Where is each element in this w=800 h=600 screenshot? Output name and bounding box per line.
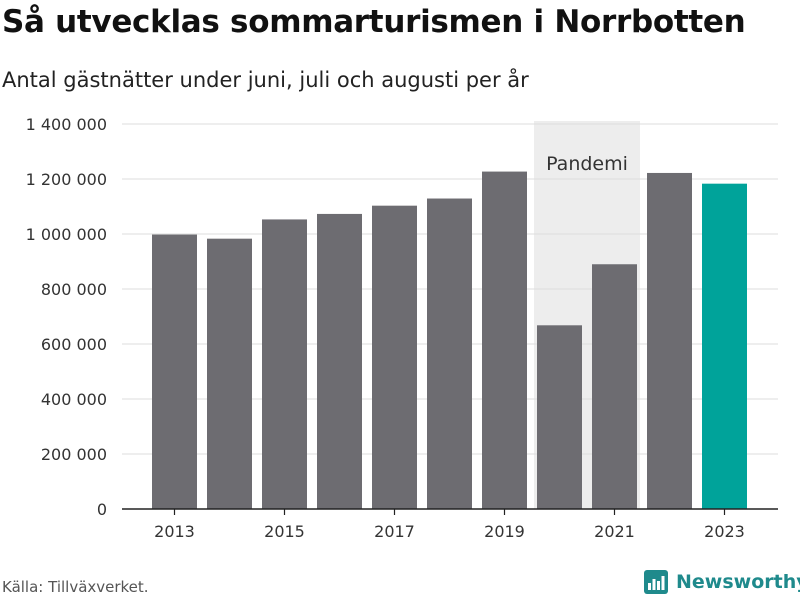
bar: [262, 219, 307, 510]
y-tick-label: 1 400 000: [26, 115, 107, 134]
brand-name: Newsworthy: [676, 571, 800, 593]
y-tick-label: 0: [97, 500, 107, 519]
shaded-region-label: Pandemi: [546, 153, 628, 175]
bar-chart: Pandemi 0 200 000 400 000 600 000 800 000 1 00…: [26, 115, 778, 541]
bar: [317, 213, 362, 510]
y-tick-label: 400 000: [41, 390, 107, 409]
chart-title: Så utvecklas sommarturismen i Norrbotten: [2, 4, 746, 40]
bar: [427, 198, 472, 509]
bar: [647, 172, 692, 509]
y-tick-label: 800 000: [41, 280, 107, 299]
y-tick-label: 1 000 000: [26, 225, 107, 244]
y-tick-label: 200 000: [41, 445, 107, 464]
bar: [482, 171, 527, 509]
x-tick-label: 2013: [154, 522, 195, 541]
bar: [592, 264, 637, 509]
bar: [207, 238, 252, 510]
x-tick-label: 2019: [484, 522, 525, 541]
bar: [152, 234, 197, 510]
source-note: Källa: Tillväxverket.: [2, 578, 149, 596]
x-tick-label: 2015: [264, 522, 305, 541]
bar: [372, 205, 417, 510]
x-tick-label: 2017: [374, 522, 415, 541]
bar-chart-logo-icon: [644, 570, 668, 594]
y-tick-label: 1 200 000: [26, 170, 107, 189]
bar: [702, 183, 747, 510]
chart-subtitle: Antal gästnätter under juni, juli och au…: [2, 68, 529, 92]
y-tick-label: 600 000: [41, 335, 107, 354]
bar: [537, 325, 582, 509]
x-tick-label: 2021: [594, 522, 635, 541]
x-tick-label: 2023: [704, 522, 745, 541]
brand-logo: Newsworthy: [644, 570, 800, 594]
